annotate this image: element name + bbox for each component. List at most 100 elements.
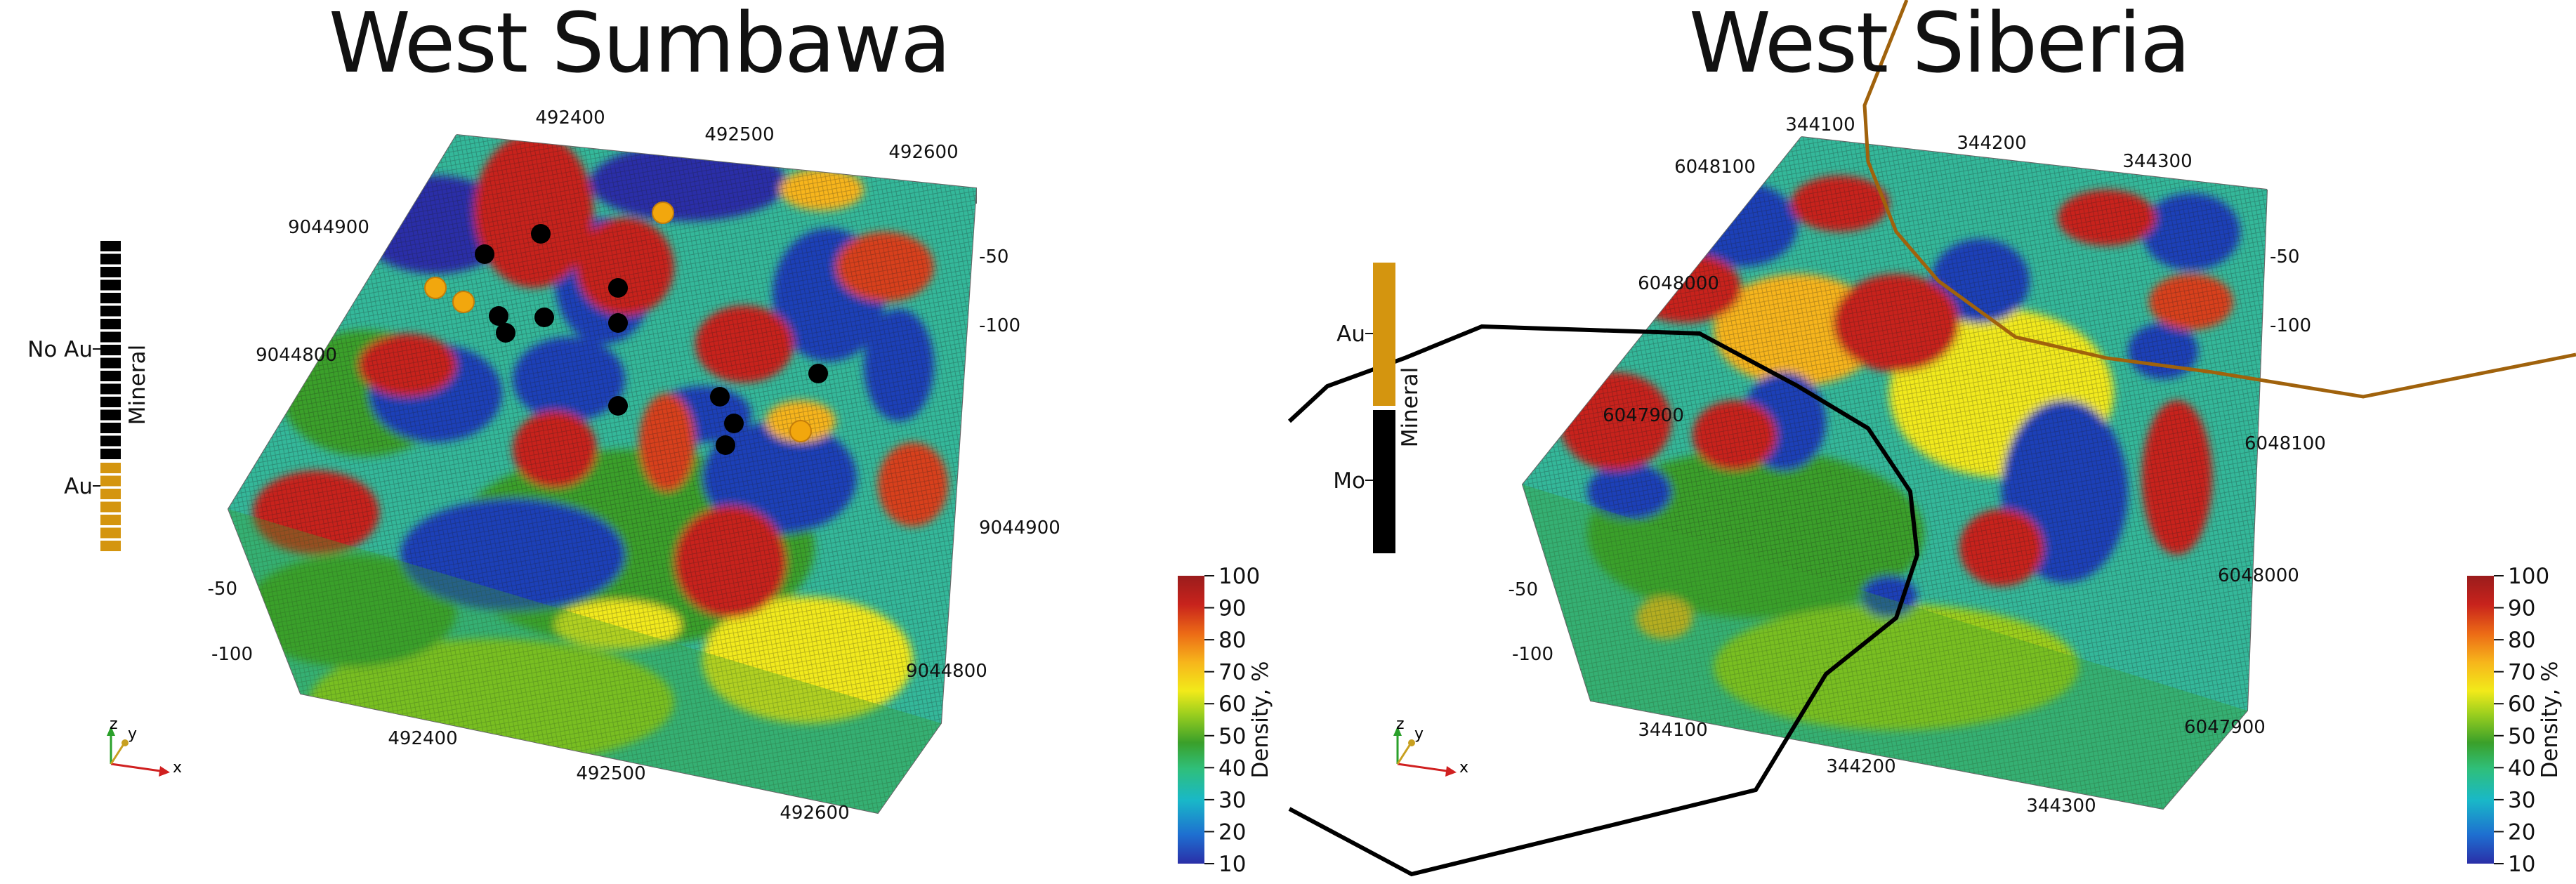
- colorbar-tick-label: 40: [2508, 756, 2535, 781]
- legend-swatch: [100, 305, 121, 317]
- legend-swatch: [100, 279, 121, 291]
- legend-swatch: [100, 267, 121, 277]
- legend-swatch-mo: [1373, 410, 1395, 553]
- no-au-marker: [808, 364, 828, 383]
- no-au-marker: [608, 396, 628, 416]
- panel-title-west-siberia: West Siberia: [1689, 0, 2190, 91]
- x-axis-arrow: [110, 763, 161, 772]
- depth-tick-label: -100: [211, 644, 253, 665]
- colorbar-tick-label: 30: [2508, 788, 2535, 813]
- right-tick-label: 9044900: [979, 517, 1060, 539]
- bottom-tick-label: 492600: [780, 803, 849, 824]
- y-axis-arrow: [1396, 744, 1412, 765]
- bottom-tick-label: 344300: [2026, 796, 2096, 817]
- top-tick-label: 492400: [535, 107, 605, 128]
- colorbar-tick-label: 90: [1218, 596, 1246, 621]
- depth-tick-label: -50: [208, 579, 237, 600]
- depth-tick-label: -100: [979, 315, 1020, 336]
- depth-tick-label: -100: [2270, 315, 2311, 336]
- panel-west-sumbawa: [227, 134, 977, 814]
- top-tick-label: 344100: [1785, 114, 1855, 136]
- legend-swatch: [100, 331, 121, 343]
- left-tick-label: 9044800: [256, 345, 337, 366]
- legend-title: Mineral: [1398, 367, 1423, 447]
- y-arrow-head: [1408, 739, 1415, 746]
- left-tick-label: 6047900: [1603, 405, 1684, 426]
- au-marker: [424, 277, 447, 299]
- z-axis-label: z: [110, 715, 118, 733]
- colorbar-tick-label: 50: [2508, 724, 2535, 749]
- legend-swatch: [100, 319, 121, 329]
- density-block: [228, 135, 976, 813]
- x-axis-label: x: [1459, 759, 1468, 777]
- left-tick-label: 6048000: [1638, 273, 1719, 294]
- no-au-marker: [608, 278, 628, 298]
- no-au-marker: [531, 224, 551, 244]
- legend-swatch: [100, 345, 121, 355]
- colorbar-tick-label: 100: [2508, 564, 2549, 589]
- legend-swatch: [100, 241, 121, 251]
- mineral-legend: Au Mo Mineral: [1333, 263, 1423, 553]
- au-trace-line: [1862, 0, 2576, 399]
- panel-b-labels: 344100 344200 344300 6048100 6048000 6047900 -…: [1509, 114, 2326, 817]
- y-axis-arrow: [110, 744, 125, 765]
- legend-label-no-au: No Au: [27, 337, 93, 362]
- mineral-legend: No Au Au Mineral: [27, 241, 150, 551]
- y-axis-label: y: [1414, 725, 1424, 743]
- x-axis-arrow: [1397, 763, 1447, 772]
- legend-swatch: [100, 527, 121, 539]
- legend-swatch: [100, 397, 121, 407]
- no-au-marker: [475, 244, 494, 264]
- density-colorbar: 100 90 80 70 60 50 40 30 20 10 Density, %: [1178, 564, 1273, 877]
- colorbar-tick-label: 20: [1218, 819, 1246, 845]
- au-marker: [652, 202, 674, 224]
- legend-swatch: [100, 409, 121, 421]
- legend-label-au: Au: [1336, 322, 1365, 347]
- legend-swatch-au: [1373, 263, 1395, 406]
- panel-title-west-sumbawa: West Sumbawa: [329, 0, 951, 91]
- legend-title: Mineral: [125, 345, 150, 425]
- right-tick-label: 9044800: [906, 661, 987, 682]
- colorbar-tick-label: 90: [2508, 596, 2535, 621]
- colorbar-tick-label: 30: [1218, 788, 1246, 813]
- no-au-marker: [534, 308, 554, 327]
- z-arrow-head: [107, 726, 115, 736]
- panel-west-siberia: [1287, 0, 2576, 877]
- z-axis-label: z: [1396, 715, 1405, 733]
- legend-swatch: [100, 463, 121, 473]
- no-au-marker: [608, 313, 628, 333]
- y-arrow-head: [121, 739, 129, 746]
- legend-swatch: [100, 357, 121, 369]
- colorbar-tick-label: 60: [2508, 692, 2535, 717]
- bottom-tick-label: 344100: [1638, 720, 1707, 741]
- no-au-marker: [724, 414, 744, 433]
- bottom-tick-label: 344200: [1826, 756, 1895, 777]
- legend-label-au: Au: [64, 474, 93, 499]
- no-au-marker: [496, 323, 515, 343]
- legend-swatch: [100, 501, 121, 513]
- bottom-tick-label: 492400: [388, 728, 457, 749]
- colorbar-tick-label: 10: [2508, 852, 2535, 877]
- au-marker: [789, 420, 812, 442]
- y-axis-label: y: [128, 725, 137, 743]
- no-au-marker: [489, 306, 508, 326]
- right-tick-label: 6048100: [2245, 433, 2326, 454]
- bottom-tick-label: 492500: [576, 763, 645, 784]
- colorbar-tick-label: 50: [1218, 724, 1246, 749]
- legend-swatch: [100, 371, 121, 381]
- depth-tick-label: -50: [979, 246, 1008, 268]
- legend-swatch: [100, 423, 121, 433]
- legend-swatch: [100, 293, 121, 303]
- colorbar-tick-label: 10: [1218, 852, 1246, 877]
- mo-trace-line: [1287, 324, 1920, 877]
- mineral-markers: [424, 202, 828, 455]
- legend-swatch: [100, 541, 121, 551]
- au-marker: [452, 291, 475, 313]
- no-au-marker: [710, 387, 730, 407]
- top-tick-label: 492600: [888, 142, 958, 163]
- legend-swatch: [100, 435, 121, 447]
- colorbar-title: Density, %: [2537, 661, 2563, 778]
- colorbar-ramp: [1178, 576, 1204, 864]
